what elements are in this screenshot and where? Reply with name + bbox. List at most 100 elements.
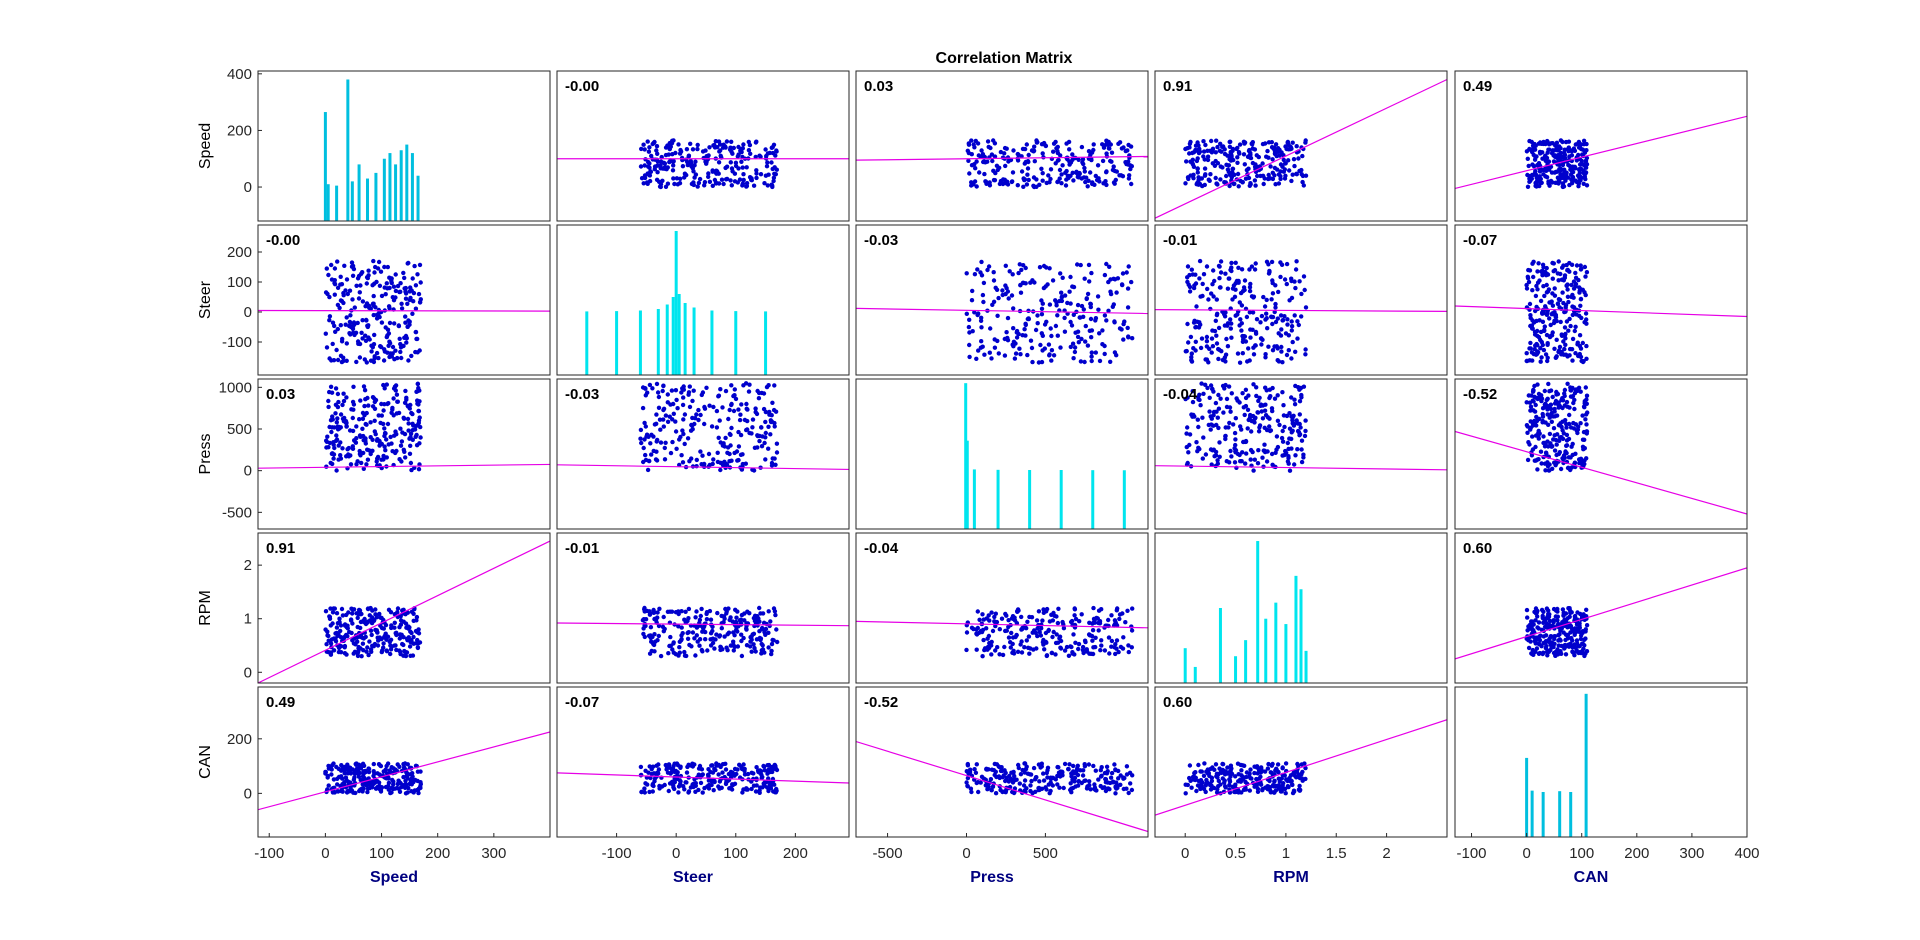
scatter-point [409,467,414,473]
scatter-point [1557,305,1562,310]
scatter-point [710,183,715,188]
scatter-point [414,614,420,620]
scatter-point [1537,642,1542,647]
scatter-point [326,766,332,771]
scatter-point [735,154,740,159]
scatter-point [1533,143,1538,148]
scatter-point [718,153,723,158]
scatter-point [772,609,778,614]
scatter-point [1253,329,1259,335]
scatter-point [1034,177,1039,182]
scatter-point [771,175,777,180]
scatter-point [1043,284,1048,289]
scatter-point [1002,151,1007,156]
scatter-point [395,399,400,404]
scatter-point [336,457,341,462]
histogram-bar [357,164,361,221]
scatter-point [762,440,767,446]
scatter-point [718,387,723,392]
scatter-point [1228,317,1233,322]
scatter-point [418,297,423,302]
fit-line [856,155,1148,161]
scatter-point [706,451,712,457]
scatter-point [694,609,699,614]
scatter-point [1568,394,1574,399]
scatter-point [641,631,646,637]
scatter-point [371,342,377,347]
scatter-point [698,780,704,786]
scatter-point [757,438,762,444]
scatter-point [413,329,419,335]
scatter-point [365,447,370,452]
scatter-point [1544,282,1549,288]
scatter-point [766,446,771,451]
panel-speed-rpm: 0.91 [1154,70,1448,222]
scatter-point [729,787,735,792]
scatter-point [1578,636,1584,642]
scatter-point [1238,290,1244,296]
scatter-point [1564,283,1569,288]
scatter-point [381,408,386,413]
scatter-point [1224,173,1229,179]
scatter-point [1080,157,1086,162]
scatter-point [723,165,728,171]
scatter-point [344,341,349,346]
scatter-point [1086,178,1091,183]
scatter-point [1209,462,1214,467]
scatter-point [1235,171,1241,177]
scatter-point [981,637,986,643]
scatter-point [686,790,691,795]
scatter-point [974,632,980,637]
scatter-point [411,611,416,616]
scatter-point [710,763,715,768]
scatter-point [1072,349,1078,355]
scatter-point [1184,159,1189,164]
scatter-point [981,280,987,286]
scatter-point [387,354,392,360]
scatter-point [676,624,681,629]
scatter-point [1578,296,1584,302]
scatter-point [1222,355,1228,360]
panel-frame [855,378,1149,530]
scatter-point [1191,346,1196,351]
scatter-point [1563,302,1569,308]
scatter-point [719,785,724,790]
scatter-point [1229,454,1234,459]
scatter-point [1114,353,1119,358]
scatter-point [1528,639,1533,644]
scatter-point [990,158,995,164]
scatter-point [1208,427,1213,432]
scatter-point [708,617,714,622]
scatter-point [1267,416,1272,421]
fit-line [258,731,550,811]
scatter-point [1287,411,1292,416]
scatter-point [1247,147,1252,153]
correlation-coefficient: -0.00 [565,78,599,95]
scatter-point [713,139,718,144]
scatter-point [406,421,411,426]
scatter-point [1536,620,1542,625]
scatter-point [719,177,725,182]
scatter-point [1248,335,1253,340]
scatter-point [1200,183,1205,189]
scatter-point [762,181,767,186]
scatter-point [748,151,753,156]
scatter-point [405,790,410,795]
scatter-point [1185,321,1190,327]
scatter-point [755,614,760,620]
scatter-point [325,434,330,439]
scatter-point [1186,450,1191,455]
scatter-point [1524,607,1530,613]
scatter-point [1216,425,1221,431]
scatter-point [1244,451,1249,456]
scatter-point [975,267,980,272]
scatter-point [1108,359,1113,364]
scatter-point [653,457,659,462]
scatter-point [676,142,681,147]
scatter-point [389,625,394,631]
scatter-point [1572,328,1578,334]
scatter-point [1525,628,1530,633]
scatter-point [766,383,771,388]
panel-frame [1154,70,1448,222]
scatter-point [1237,360,1243,365]
